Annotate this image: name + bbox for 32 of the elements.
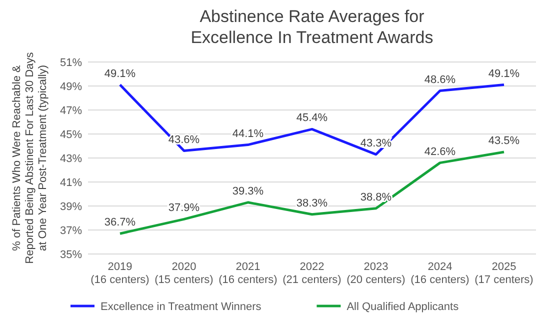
legend-label: All Qualified Applicants	[346, 301, 460, 313]
y-tick-label: 35%	[60, 249, 82, 261]
data-label: 49.1%	[488, 68, 520, 80]
y-tick-label: 51%	[60, 57, 82, 69]
data-label: 49.1%	[104, 68, 136, 80]
data-label: 36.7%	[104, 216, 136, 229]
y-tick-label: 43%	[60, 153, 82, 165]
y-axis-title: % of Patients Who Were Reachable & Reported Being Abstinent For Last 30 Days at One Year Post-Treatment (typically)	[11, 52, 49, 264]
x-tick-label: 2019 (16 centers)	[90, 261, 150, 286]
data-label: 44.1%	[232, 128, 264, 140]
data-label: 42.6%	[424, 146, 456, 158]
x-tick-label: 2022 (21 centers)	[282, 261, 342, 286]
y-tick-label: 37%	[60, 225, 82, 237]
data-label: 48.6%	[424, 74, 456, 86]
y-tick-label: 47%	[60, 105, 82, 117]
x-tick-label: 2023 (20 centers)	[346, 261, 406, 286]
y-tick-label: 41%	[60, 177, 82, 189]
data-label: 45.4%	[296, 112, 328, 124]
x-tick-label: 2024 (16 centers)	[410, 261, 470, 286]
legend-label: Excellence in Treatment Winners	[100, 301, 262, 313]
y-tick-label: 49%	[60, 81, 82, 93]
data-label: 38.3%	[296, 197, 328, 210]
y-tick-label: 39%	[60, 201, 82, 213]
chart-title: Abstinence Rate Averages for Excellence In Treatment Awards	[190, 7, 434, 47]
data-label: 37.9%	[168, 202, 200, 214]
data-label: 43.5%	[488, 135, 520, 147]
x-tick-label: 2020 (15 centers)	[154, 261, 214, 286]
y-tick-label: 45%	[60, 129, 82, 141]
x-tick-label: 2021 (16 centers)	[218, 261, 278, 286]
data-label: 38.8%	[360, 191, 392, 204]
x-tick-label: 2025 (17 centers)	[474, 261, 534, 286]
data-label: 39.3%	[232, 185, 264, 198]
